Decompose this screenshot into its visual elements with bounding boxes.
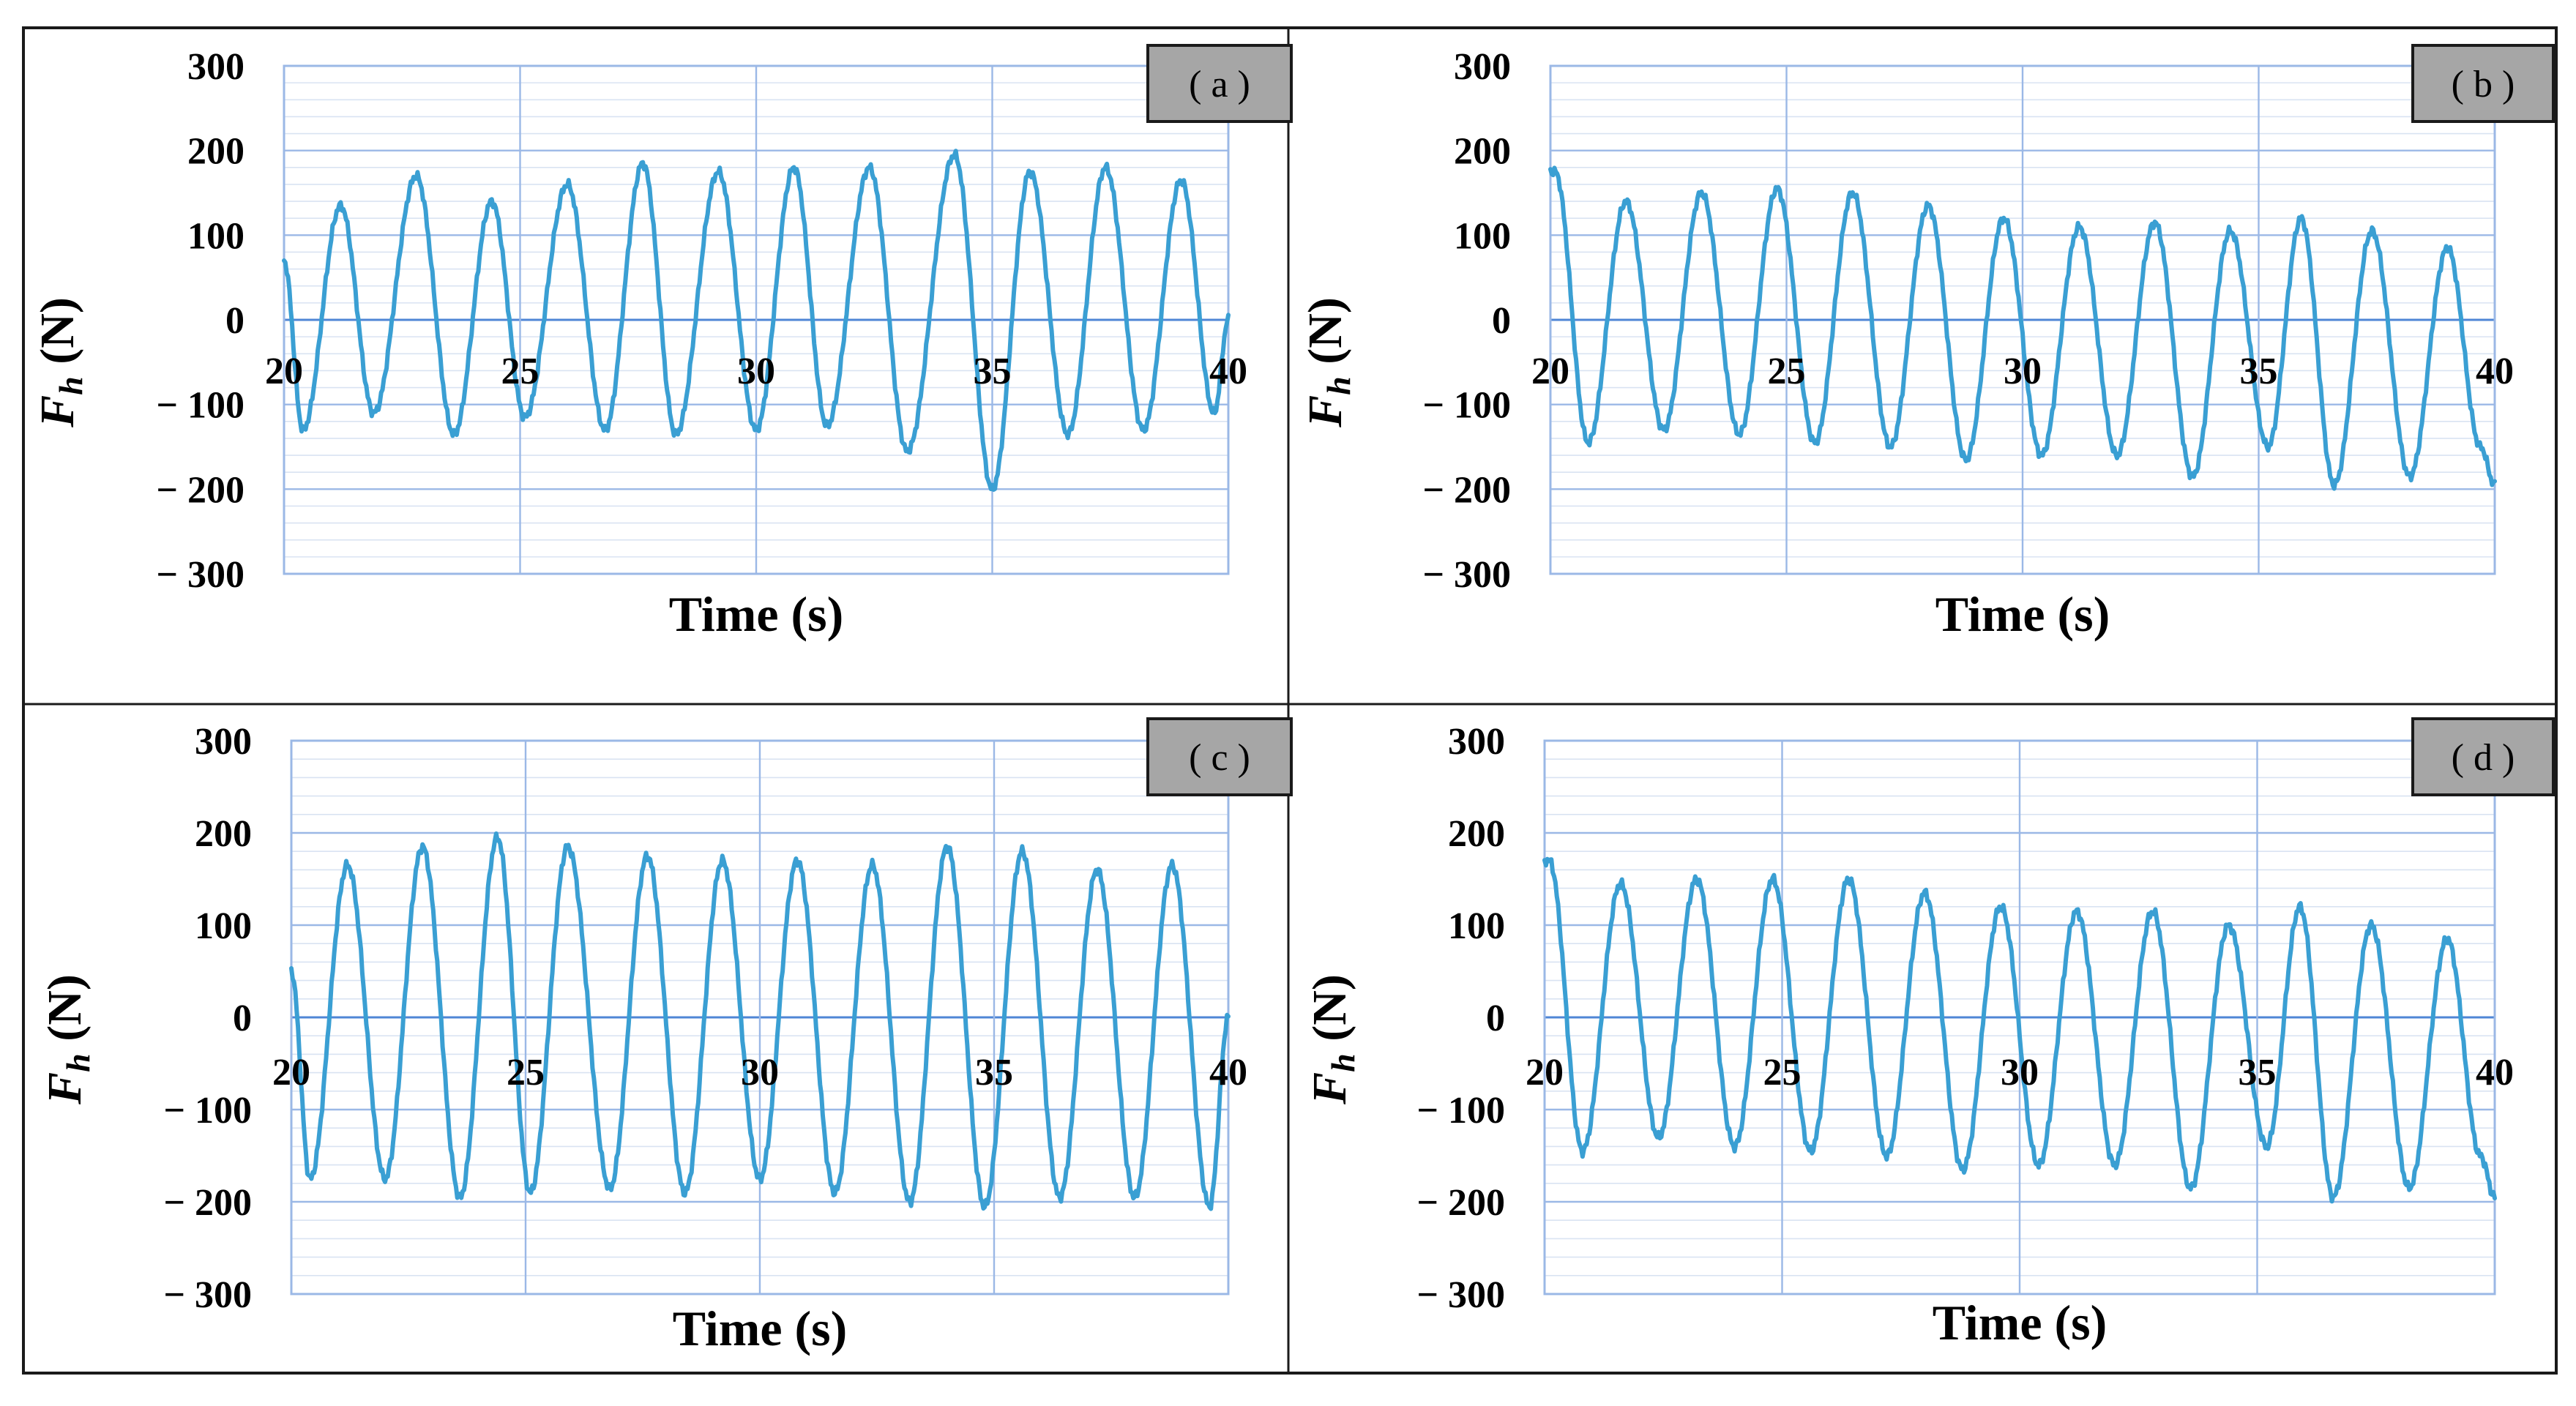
force-series-line <box>1542 856 2497 1204</box>
y-tick-label: 0 <box>233 998 252 1039</box>
x-tick-label: 35 <box>2239 1052 2277 1093</box>
x-tick-label: 35 <box>2240 351 2278 392</box>
y-tick-label: 0 <box>1486 998 1505 1039</box>
y-axis-label-unit: (N) <box>1299 297 1352 376</box>
y-axis-label-symbol: F <box>31 395 84 428</box>
y-tick-label: − 100 <box>1416 1090 1505 1132</box>
x-tick-label: 30 <box>2001 1052 2039 1093</box>
x-tick-label: 40 <box>2476 351 2514 392</box>
chart-panel-3: 300 200 100 0 − 100 − 200 − 300 20 25 30 35 40 Time … <box>38 717 1293 1356</box>
y-tick-label: 300 <box>187 46 244 88</box>
y-tick-label: − 200 <box>156 469 244 511</box>
chart-panel-1: 300 200 100 0 − 100 − 200 − 300 20 25 30 35 40 Time … <box>31 44 1293 642</box>
x-tick-label: 40 <box>1209 1052 1247 1093</box>
y-axis-label-symbol: F <box>1299 395 1352 428</box>
y-axis-label: Fh (N) <box>31 297 89 428</box>
y-axis-label-subscript: h <box>1320 376 1357 395</box>
x-axis-label: Time (s) <box>1933 1295 2108 1350</box>
x-tick-label: 30 <box>2004 351 2042 392</box>
y-tick-label: − 300 <box>163 1274 252 1316</box>
y-tick-label: 300 <box>195 721 252 763</box>
x-tick-label: 25 <box>1768 351 1806 392</box>
y-tick-label: 0 <box>1492 300 1511 342</box>
plot-border <box>1549 64 2496 575</box>
y-tick-label: − 200 <box>163 1182 252 1224</box>
figure-frame <box>22 26 2558 1375</box>
y-axis-label-subscript: h <box>59 1053 97 1072</box>
chart-panel-2: 300 200 100 0 − 100 − 200 − 300 20 25 30 35 40 Time … <box>1299 44 2555 642</box>
y-axis-label-symbol: F <box>38 1072 92 1105</box>
x-tick-label: 30 <box>737 351 775 392</box>
panel-label: ( b ) <box>2452 64 2515 105</box>
x-tick-label: 25 <box>507 1052 545 1093</box>
plot-border <box>1543 739 2496 1295</box>
y-axis-label-unit: (N) <box>1303 974 1356 1053</box>
force-series-line <box>289 831 1231 1211</box>
x-tick-label: 35 <box>975 1052 1013 1093</box>
x-tick-label: 35 <box>974 351 1012 392</box>
y-tick-label: − 300 <box>1422 554 1511 596</box>
y-axis-label: Fh (N) <box>1303 974 1362 1105</box>
y-tick-label: − 300 <box>1416 1274 1505 1316</box>
y-tick-label: 0 <box>225 300 244 342</box>
y-tick-label: 200 <box>1454 131 1511 173</box>
y-tick-label: − 100 <box>1422 385 1511 427</box>
x-tick-label: 20 <box>272 1052 310 1093</box>
y-axis-label: Fh (N) <box>1299 297 1357 428</box>
y-tick-label: − 300 <box>156 554 244 596</box>
y-tick-label: − 200 <box>1416 1182 1505 1224</box>
y-axis-label-subscript: h <box>52 376 89 395</box>
panel-label: ( a ) <box>1189 64 1250 105</box>
chart-panel-4: 300 200 100 0 − 100 − 200 − 300 20 25 30 35 40 Time … <box>1303 717 2555 1350</box>
panel-label-box <box>1146 717 1293 796</box>
y-tick-label: 100 <box>195 905 252 947</box>
x-tick-label: 20 <box>1526 1052 1564 1093</box>
x-tick-label: 30 <box>741 1052 779 1093</box>
panel-label-box <box>2411 44 2555 123</box>
x-tick-label: 40 <box>2476 1052 2514 1093</box>
x-axis-label: Time (s) <box>669 586 844 642</box>
x-axis-label: Time (s) <box>673 1301 848 1356</box>
y-tick-label: 200 <box>1448 813 1505 855</box>
y-tick-label: − 100 <box>156 385 244 427</box>
panel-label: ( c ) <box>1189 737 1250 779</box>
y-axis-label-unit: (N) <box>31 297 84 376</box>
x-tick-label: 20 <box>265 351 303 392</box>
panel-label-box <box>2411 717 2555 796</box>
y-tick-label: 300 <box>1448 721 1505 763</box>
y-tick-label: 100 <box>187 215 244 257</box>
y-tick-label: 200 <box>195 813 252 855</box>
y-tick-label: 200 <box>187 131 244 173</box>
x-tick-label: 40 <box>1209 351 1247 392</box>
x-tick-label: 20 <box>1531 351 1569 392</box>
y-axis-label: Fh (N) <box>38 974 97 1105</box>
y-axis-label-unit: (N) <box>38 974 92 1053</box>
y-tick-label: 100 <box>1454 215 1511 257</box>
y-axis-label-subscript: h <box>1324 1053 1362 1072</box>
x-axis-label: Time (s) <box>1935 586 2110 642</box>
x-tick-label: 25 <box>1763 1052 1802 1093</box>
y-axis-label-symbol: F <box>1303 1072 1356 1105</box>
panel-label: ( d ) <box>2452 737 2515 779</box>
y-tick-label: − 100 <box>163 1090 252 1132</box>
y-tick-label: 100 <box>1448 905 1505 947</box>
panel-label-box <box>1146 44 1293 123</box>
y-tick-label: − 200 <box>1422 469 1511 511</box>
force-series-line <box>282 149 1231 492</box>
y-tick-label: 300 <box>1454 46 1511 88</box>
x-tick-label: 25 <box>501 351 540 392</box>
force-series-line <box>1548 165 2497 491</box>
